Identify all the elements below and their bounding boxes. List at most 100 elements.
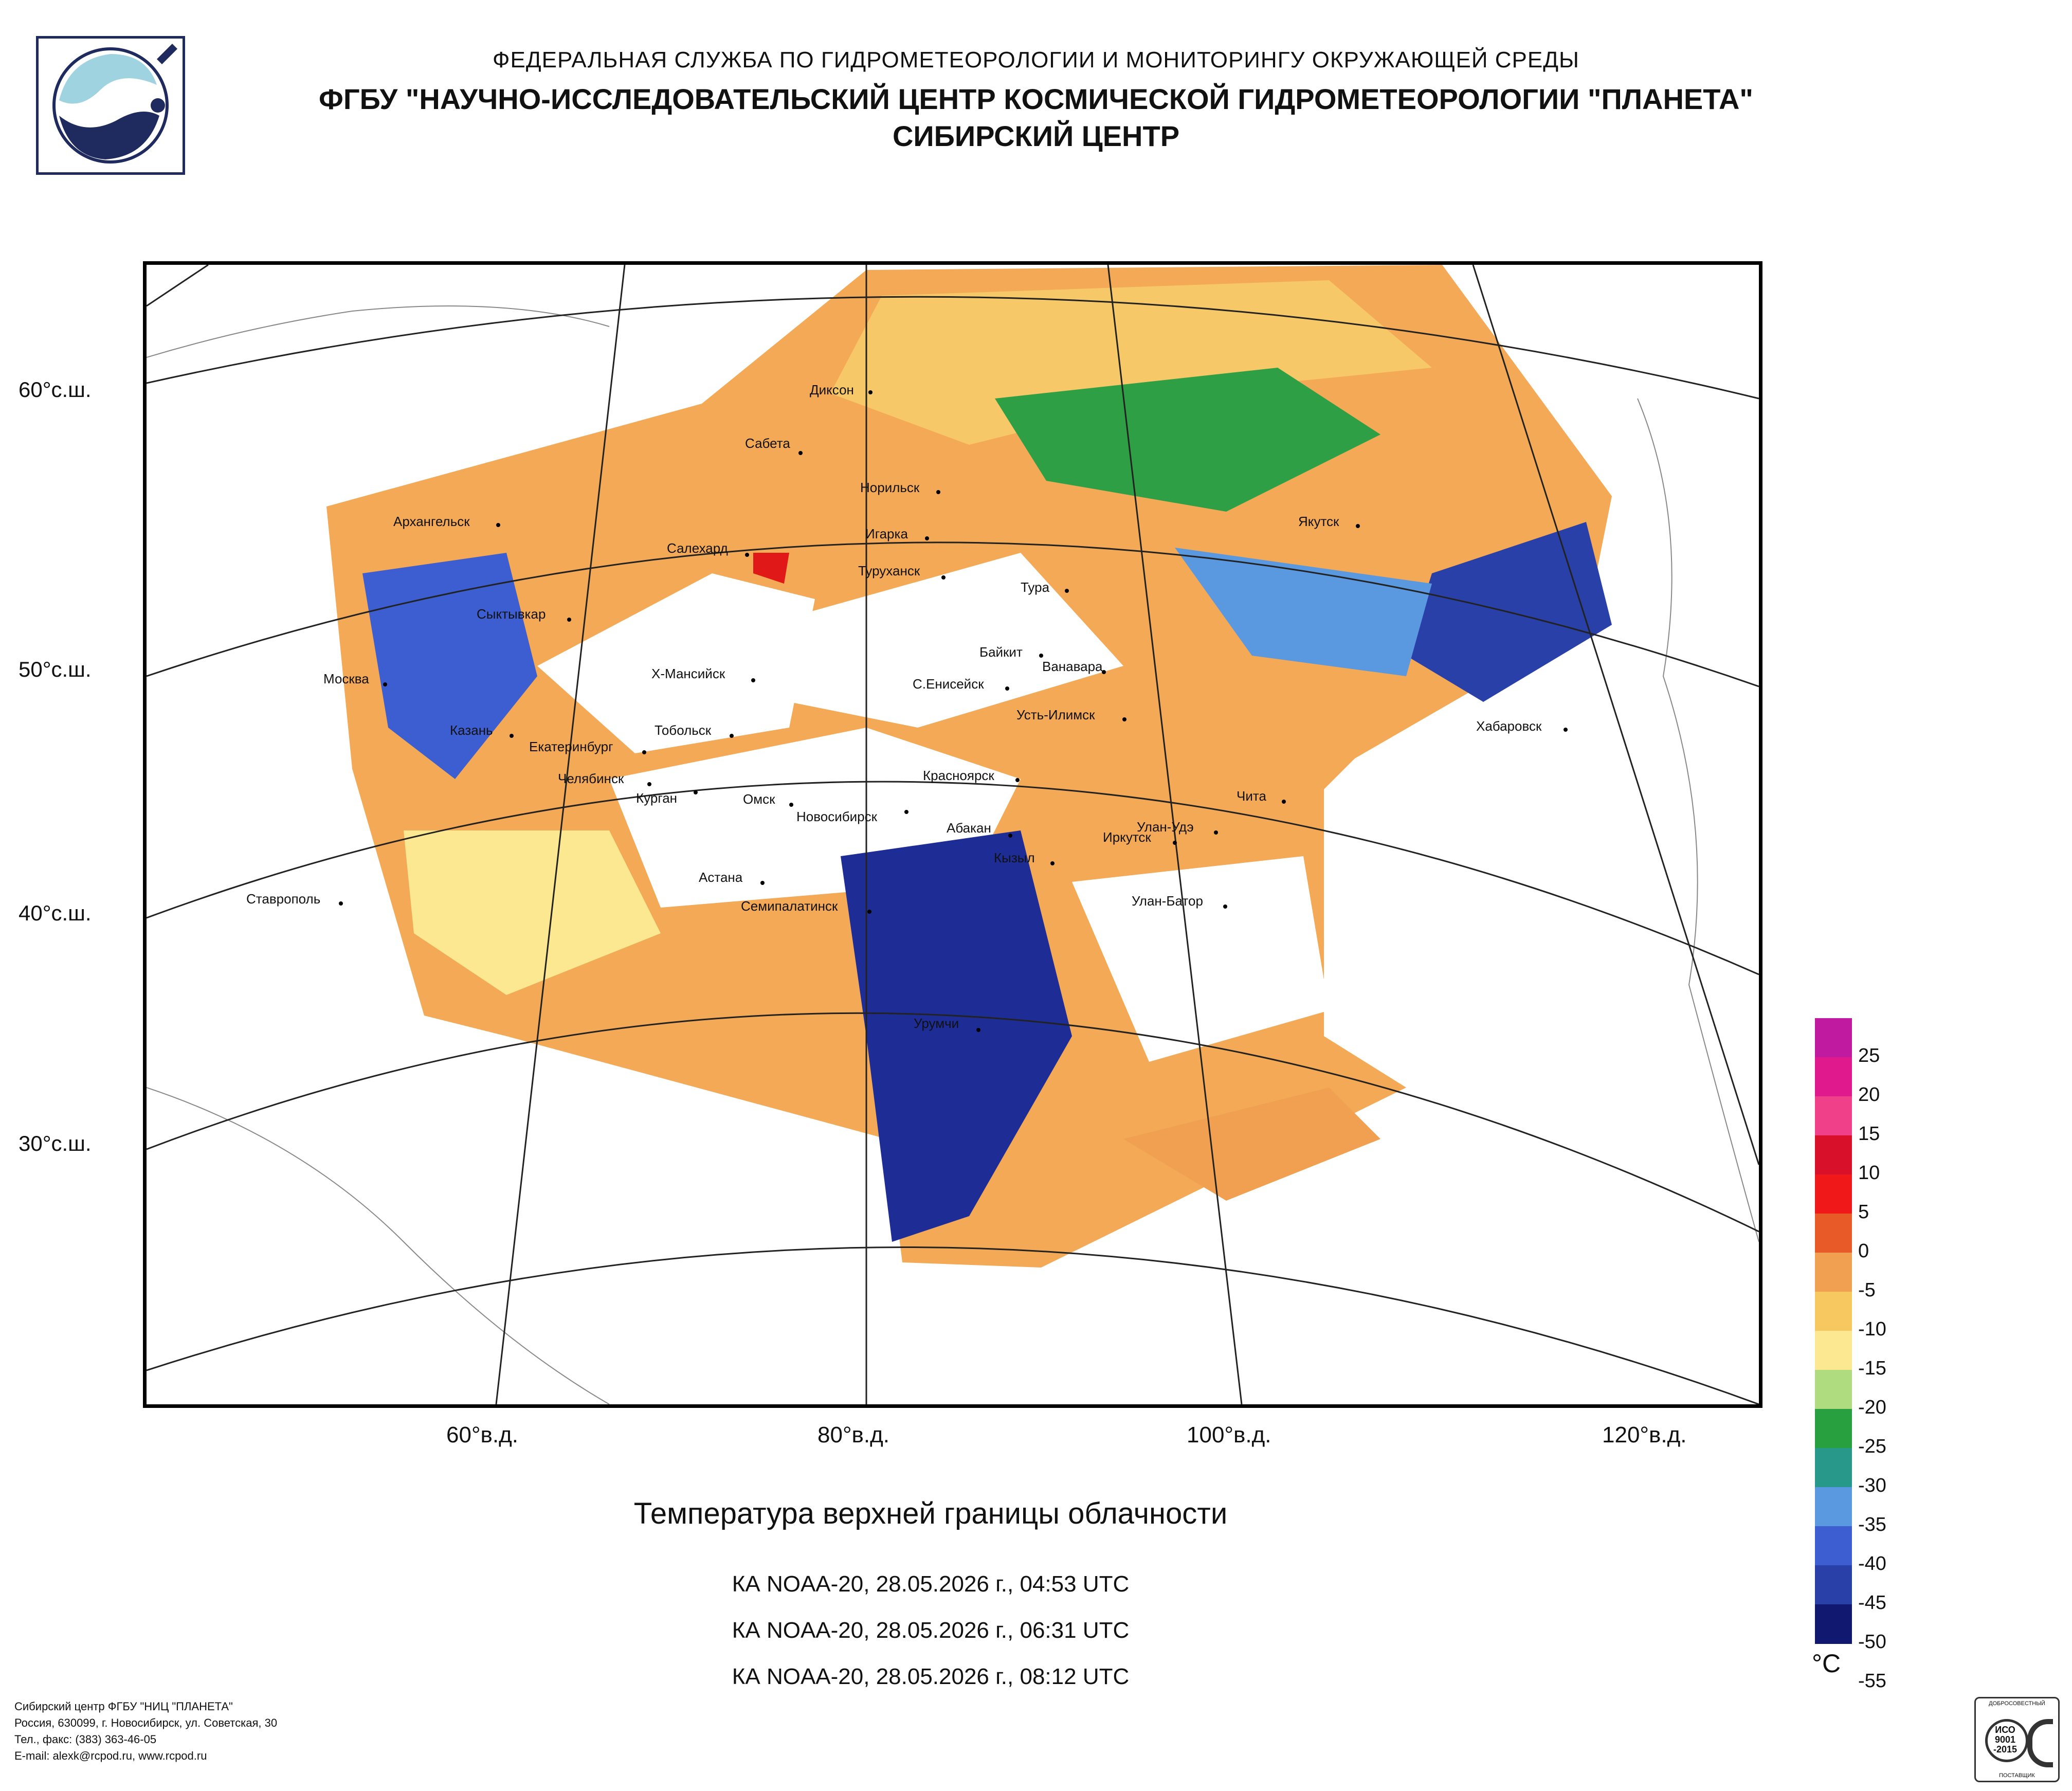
city-label: Иркутск <box>1103 829 1151 845</box>
temperature-legend <box>1815 1018 1852 1644</box>
city-label: Абакан <box>947 820 991 836</box>
city-marker <box>1050 861 1055 865</box>
legend-color-cell <box>1815 1135 1852 1175</box>
city-marker <box>1008 834 1012 838</box>
legend-color-cell <box>1815 1018 1852 1058</box>
legend-label: 15 <box>1858 1123 1880 1145</box>
legend-label: 5 <box>1858 1201 1869 1223</box>
legend-color-cell <box>1815 1526 1852 1566</box>
city-label: Х-Мансийск <box>651 666 725 681</box>
city-label: Ванавара <box>1042 659 1103 674</box>
city-label: Москва <box>323 671 369 686</box>
city-label: Диксон <box>810 382 854 397</box>
lon-label-100: 100°в.д. <box>1187 1422 1271 1448</box>
footer-phone: Тел., факс: (383) 363-46-05 <box>14 1733 157 1746</box>
city-marker <box>510 734 514 738</box>
legend-color-cell <box>1815 1331 1852 1370</box>
city-label: Челябинск <box>558 771 624 786</box>
legend-label: -55 <box>1858 1670 1886 1692</box>
city-marker <box>1173 841 1177 845</box>
city-marker <box>751 678 755 682</box>
product-title: Температура верхней границы облачности <box>633 1497 1228 1530</box>
cert-iso-text: ИСО 9001 -2015 <box>1993 1725 2018 1754</box>
city-marker <box>647 782 651 786</box>
city-label: Сыктывкар <box>477 606 546 622</box>
legend-label: 25 <box>1858 1045 1880 1066</box>
city-marker <box>1564 728 1568 732</box>
city-marker <box>1122 717 1126 721</box>
legend-color-cell <box>1815 1292 1852 1331</box>
iso-certificate-badge: ДОБРОСОВЕСТНЫЙ ИСО 9001 -2015 ПОСТАВЩИК <box>1974 1697 2060 1782</box>
legend-color-cell <box>1815 1409 1852 1449</box>
satellite-pass-1: КА NOAA-20, 28.05.2026 г., 04:53 UTC <box>732 1571 1130 1597</box>
legend-color-cell <box>1815 1057 1852 1097</box>
legend-color-cell <box>1815 1174 1852 1214</box>
city-label: Туруханск <box>858 563 920 578</box>
city-label: Усть-Илимск <box>1016 707 1095 722</box>
lon-label-80: 80°в.д. <box>817 1422 890 1448</box>
legend-label: -30 <box>1858 1475 1886 1496</box>
city-marker <box>936 490 940 494</box>
legend-label: -20 <box>1858 1397 1886 1418</box>
legend-label: 0 <box>1858 1240 1869 1262</box>
legend-label: -5 <box>1858 1279 1876 1301</box>
city-label: Норильск <box>860 480 920 495</box>
city-marker <box>941 575 946 580</box>
legend-label: -10 <box>1858 1318 1886 1340</box>
city-marker <box>798 451 803 455</box>
city-label: Тура <box>1021 580 1050 595</box>
legend-color-cell <box>1815 1487 1852 1527</box>
footer-address: Россия, 630099, г. Новосибирск, ул. Сове… <box>14 1716 278 1729</box>
lat-label-30: 30°с.ш. <box>19 1131 92 1155</box>
city-label: Красноярск <box>923 768 994 783</box>
planeta-emblem-icon <box>52 44 177 164</box>
city-marker <box>925 536 929 540</box>
legend-unit: °C <box>1812 1649 1841 1678</box>
legend-color-cell <box>1815 1096 1852 1136</box>
city-marker <box>642 750 646 754</box>
coastlines <box>147 305 1759 1404</box>
city-marker <box>1223 904 1227 909</box>
city-label: Улан-Удэ <box>1137 819 1194 835</box>
cert-bottom-text: ПОСТАВЩИК <box>1999 1772 2035 1779</box>
agency-title: ФЕДЕРАЛЬНАЯ СЛУЖБА ПО ГИДРОМЕТЕОРОЛОГИИ … <box>493 47 1579 73</box>
legend-label: -45 <box>1858 1592 1886 1614</box>
city-marker <box>567 618 571 622</box>
city-marker <box>339 901 343 906</box>
legend-color-cell <box>1815 1370 1852 1409</box>
city-marker <box>1282 800 1286 804</box>
city-marker <box>1102 670 1106 674</box>
city-label: Хабаровск <box>1476 718 1542 734</box>
city-label: Курган <box>636 790 678 806</box>
city-label: Якутск <box>1298 514 1339 529</box>
legend-color-cell <box>1815 1448 1852 1488</box>
cert-c-icon <box>2027 1719 2053 1767</box>
city-label: С.Енисейск <box>913 676 984 692</box>
city-marker <box>904 810 908 814</box>
city-marker <box>868 390 873 394</box>
city-marker <box>1039 654 1043 658</box>
legend-label: -35 <box>1858 1514 1886 1535</box>
legend-color-cell <box>1815 1214 1852 1253</box>
satellite-map: Диксон Сабета Норильск Архангельск Игарк… <box>143 261 1762 1408</box>
city-label: Салехард <box>667 540 728 556</box>
lat-label-40: 40°с.ш. <box>19 901 92 925</box>
footer-org: Сибирский центр ФГБУ "НИЦ "ПЛАНЕТА" <box>14 1700 233 1713</box>
lat-label-50: 50°с.ш. <box>19 657 92 681</box>
institute-title: ФГБУ "НАУЧНО-ИССЛЕДОВАТЕЛЬСКИЙ ЦЕНТР КОС… <box>319 83 1753 115</box>
city-marker <box>745 553 749 557</box>
city-marker <box>730 734 734 738</box>
city-marker <box>976 1028 980 1032</box>
city-marker <box>383 682 387 686</box>
city-marker <box>496 523 500 527</box>
legend-label: 10 <box>1858 1162 1880 1184</box>
city-marker <box>1356 524 1360 528</box>
lat-label-60: 60°с.ш. <box>19 377 92 402</box>
city-label: Семипалатинск <box>741 898 838 914</box>
legend-color-cell <box>1815 1253 1852 1292</box>
legend-label: -25 <box>1858 1436 1886 1457</box>
lon-label-60: 60°в.д. <box>446 1422 519 1448</box>
graticule <box>147 265 1759 1404</box>
city-label: Чита <box>1237 788 1266 804</box>
map-canvas <box>147 265 1759 1404</box>
